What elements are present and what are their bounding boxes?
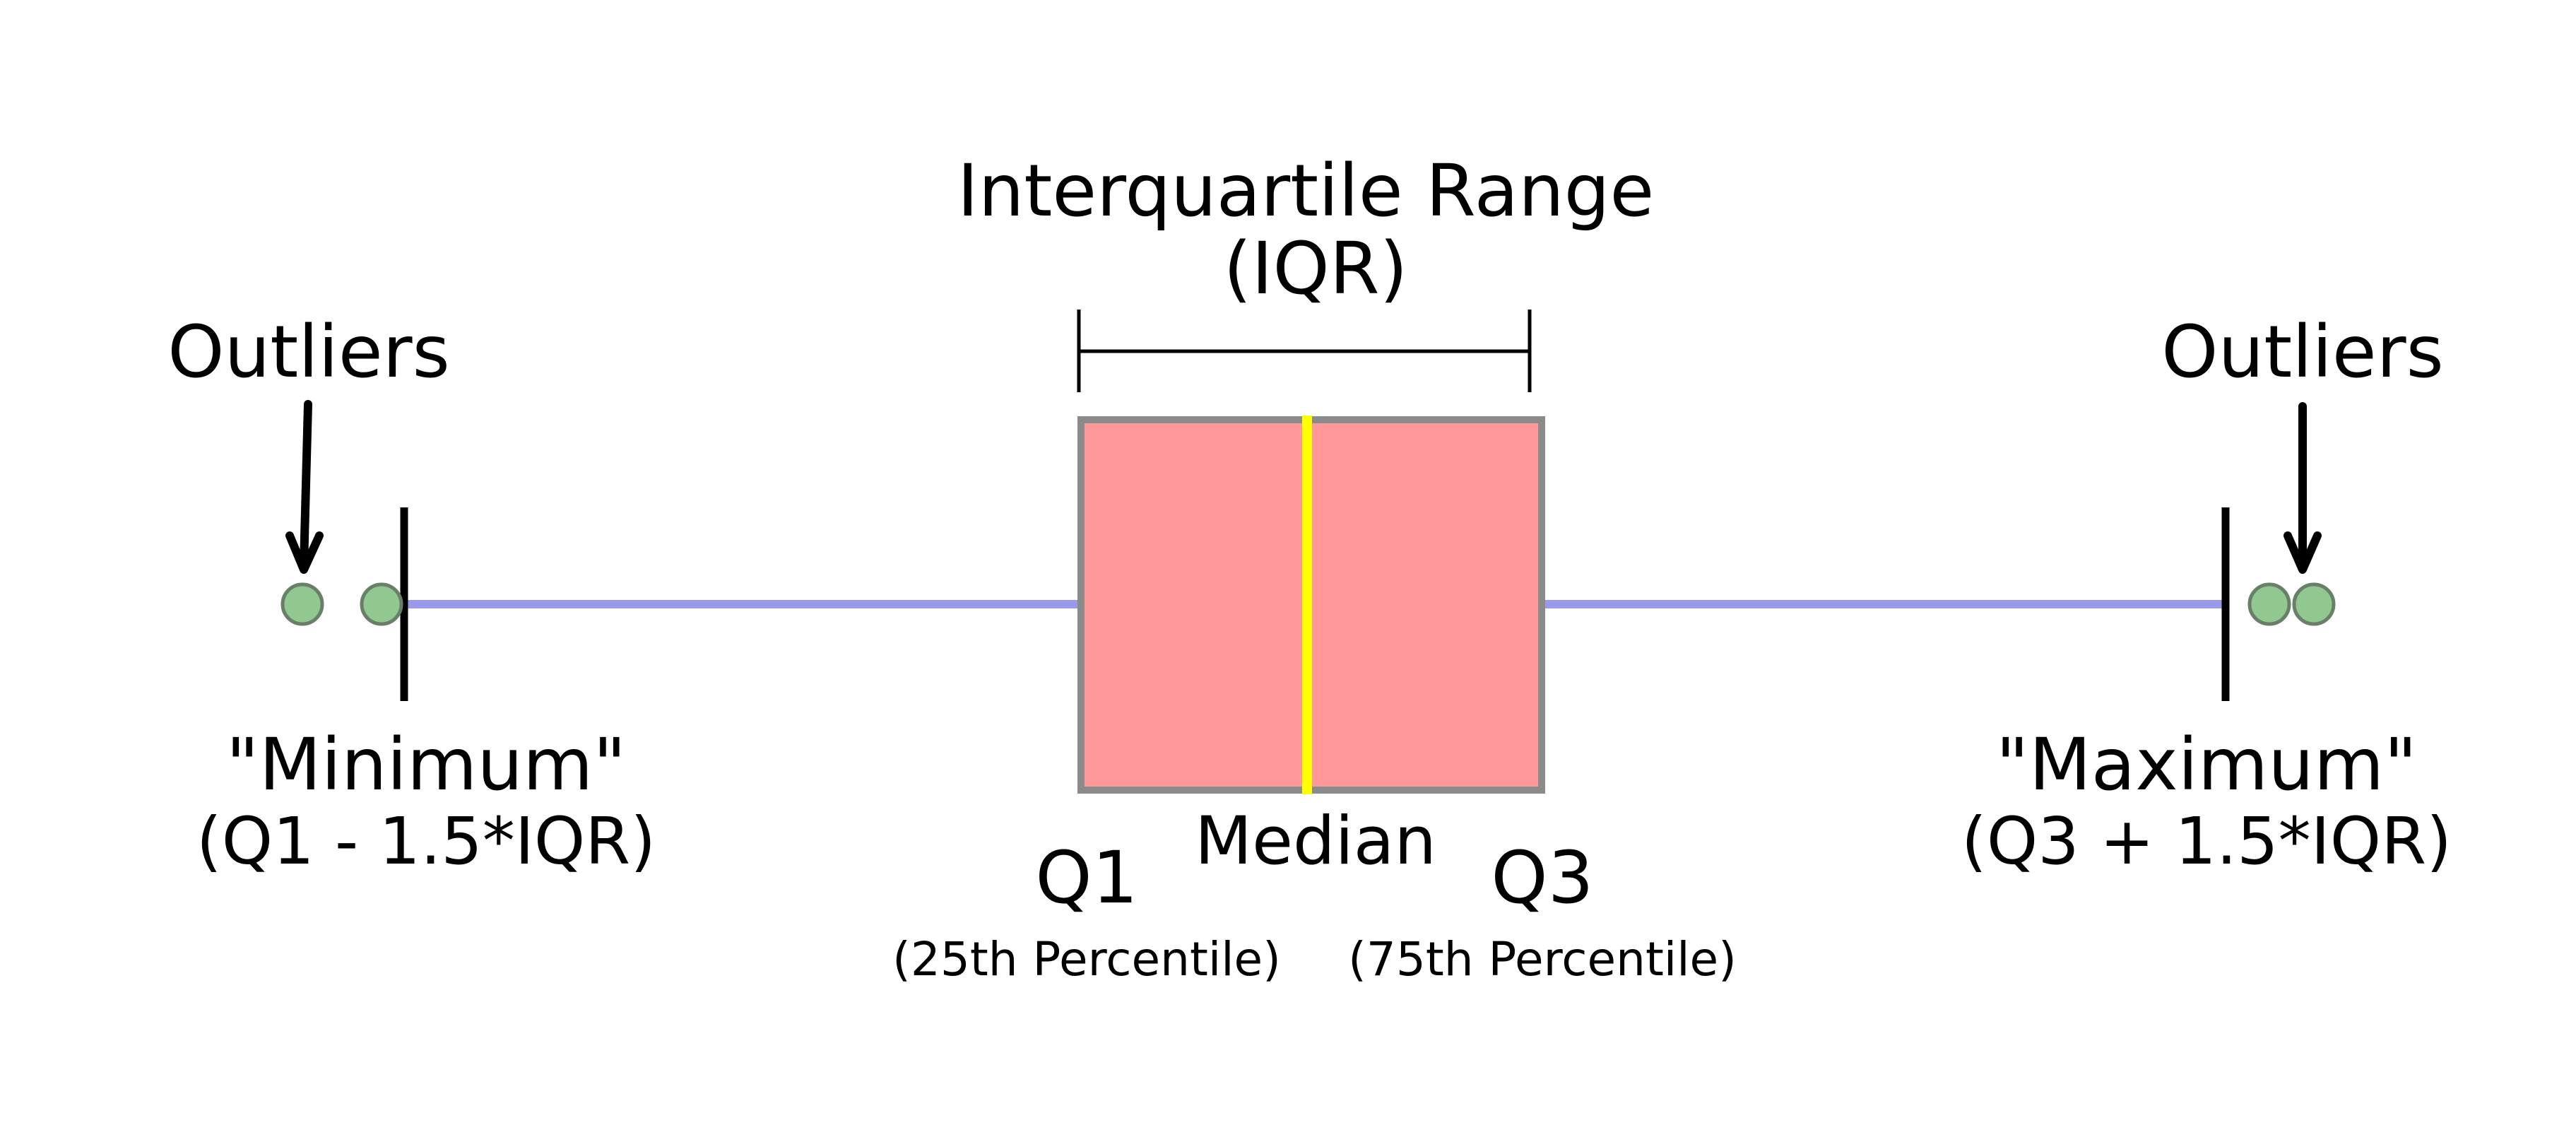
minimum-formula: (Q1 - 1.5*IQR) — [196, 804, 656, 879]
outliers-left-label: Outliers — [167, 310, 449, 394]
q3-label: Q3 — [1491, 836, 1593, 920]
iqr-bracket — [1077, 310, 1532, 392]
iqr-title: Interquartile Range — [957, 149, 1655, 233]
arrow-icon — [285, 400, 324, 574]
maximum-formula: (Q3 + 1.5*IQR) — [1961, 804, 2452, 879]
minimum-label: "Minimum" — [226, 723, 627, 807]
q3-sublabel: (75th Percentile) — [1348, 932, 1737, 987]
outlier-point — [2292, 582, 2336, 626]
median-label: Median — [1195, 803, 1436, 880]
outlier-point — [360, 582, 403, 626]
outlier-point — [2247, 582, 2291, 626]
maximum-label: "Maximum" — [1996, 723, 2417, 807]
iqr-abbrev: (IQR) — [1224, 227, 1408, 311]
q1-sublabel: (25th Percentile) — [892, 932, 1281, 987]
q1-label: Q1 — [1035, 836, 1138, 920]
outlier-point — [280, 582, 324, 626]
arrow-icon — [2283, 402, 2322, 574]
outliers-right-label: Outliers — [2161, 310, 2443, 394]
